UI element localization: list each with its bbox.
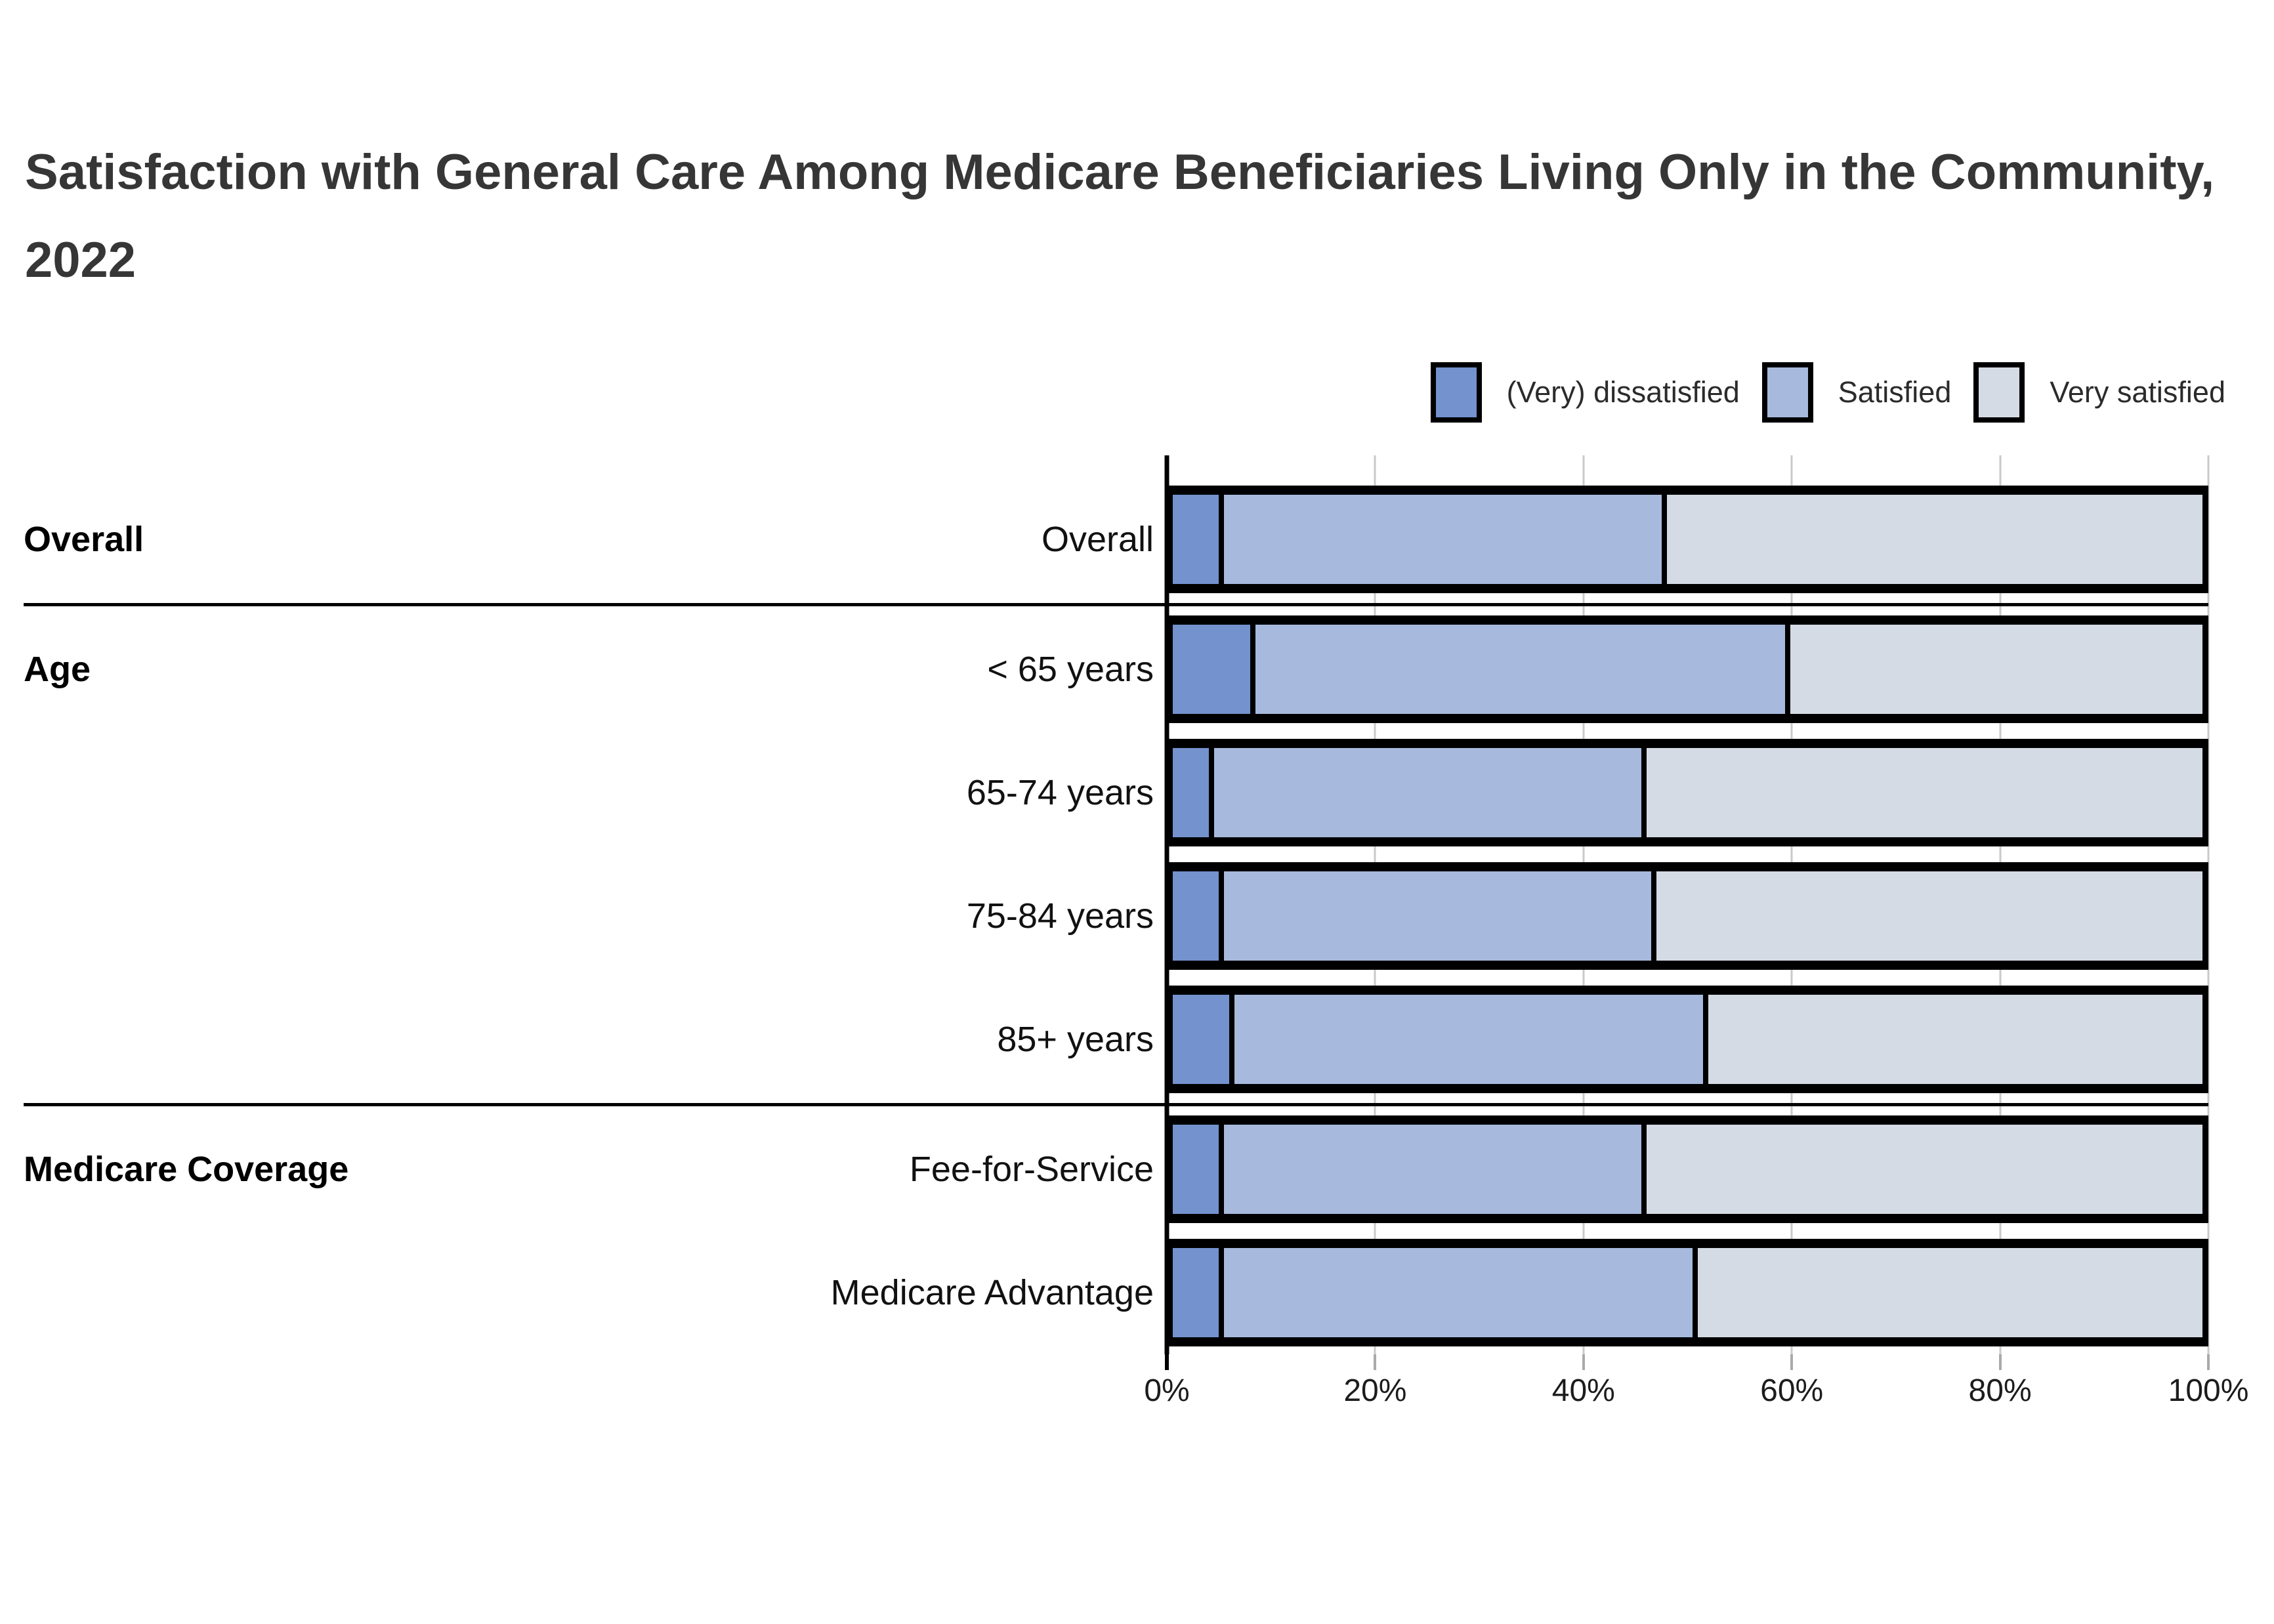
group-label-cell: Overall — [24, 519, 417, 560]
bar-segment — [1646, 1125, 2202, 1214]
legend-label: Very satisfied — [2050, 375, 2225, 409]
stacked-bar — [1167, 1115, 2208, 1223]
axis-spacer — [24, 1354, 1167, 1413]
row-label: < 65 years — [987, 650, 1154, 689]
bar-segment — [1173, 625, 1255, 714]
legend-item: (Very) dissatisfied — [1430, 362, 1740, 423]
bar-cell — [1167, 486, 2208, 593]
bar-segment — [1646, 748, 2202, 837]
table-row: Overall Overall — [24, 478, 2208, 601]
bar-segment — [1213, 748, 1647, 837]
group-label-cell: Medicare Coverage — [24, 1149, 417, 1190]
bar-segment — [1667, 495, 2202, 584]
bar-segment — [1173, 995, 1235, 1084]
bar-segment — [1224, 1125, 1647, 1214]
row-label: Fee-for-Service — [909, 1150, 1154, 1189]
table-row: 75-84 years — [24, 854, 2208, 978]
axis-tick — [2207, 1354, 2210, 1370]
bar-segment — [1790, 625, 2202, 714]
bar-segment — [1173, 871, 1225, 961]
legend-label: Satisfied — [1838, 375, 1952, 409]
bar-segment — [1173, 748, 1214, 837]
axis-tick-label: 20% — [1343, 1373, 1407, 1408]
group-separator-line — [24, 1102, 2208, 1106]
legend: (Very) dissatisfied Satisfied Very satisfi… — [1430, 362, 2225, 423]
row-label: Medicare Advantage — [830, 1273, 1154, 1312]
row-label: 65-74 years — [966, 773, 1154, 812]
axis-tick-label: 0% — [1144, 1373, 1190, 1408]
stacked-bar-chart: Overall Overall Age < 65 years 65-74 years 75… — [24, 455, 2248, 1413]
table-row: Medicare Advantage — [24, 1231, 2208, 1354]
group-separator-line — [24, 602, 2208, 606]
table-row: 65-74 years — [24, 731, 2208, 854]
legend-swatch — [1973, 362, 2025, 423]
axis-tick — [1374, 1354, 1377, 1370]
legend-swatch — [1761, 362, 1813, 423]
bar-cell — [1167, 986, 2208, 1093]
stacked-bar — [1167, 739, 2208, 846]
group-label-cell: Age — [24, 649, 417, 690]
bar-cell — [1167, 1239, 2208, 1346]
group-separator — [24, 1101, 2208, 1108]
stacked-bar — [1167, 1239, 2208, 1346]
axis-tick — [1790, 1354, 1794, 1370]
row-label: 85+ years — [997, 1020, 1154, 1059]
bar-segment — [1173, 1248, 1225, 1337]
axis-tick-label: 60% — [1760, 1373, 1824, 1408]
page-title: Satisfaction with General Care Among Med… — [25, 144, 2215, 288]
bar-segment — [1173, 1125, 1225, 1214]
bar-cell — [1167, 739, 2208, 846]
group-label: Overall — [24, 520, 144, 559]
row-label: Overall — [1041, 520, 1154, 559]
chart-rows: Overall Overall Age < 65 years 65-74 years 75… — [24, 478, 2208, 1354]
legend-item: Satisfied — [1761, 362, 1952, 423]
legend-label: (Very) dissatisfied — [1506, 375, 1740, 409]
bar-segment — [1708, 995, 2202, 1084]
legend-item: Very satisfied — [1973, 362, 2225, 423]
table-row: Medicare Coverage Fee-for-Service — [24, 1108, 2208, 1231]
bar-segment — [1224, 495, 1668, 584]
group-label: Age — [24, 650, 91, 689]
stacked-bar — [1167, 615, 2208, 723]
bar-cell — [1167, 1115, 2208, 1223]
bar-cell — [1167, 615, 2208, 723]
bar-cell — [1167, 862, 2208, 970]
axis-tick — [1582, 1354, 1585, 1370]
legend-swatch — [1430, 362, 1482, 423]
bar-segment — [1656, 871, 2202, 961]
axis-tick-label: 40% — [1551, 1373, 1615, 1408]
bar-segment — [1255, 625, 1791, 714]
bar-segment — [1224, 1248, 1698, 1337]
axis-tick-label: 80% — [1968, 1373, 2032, 1408]
x-axis: 0% 20% 40% 60% 80% 100% — [24, 1354, 2248, 1413]
table-row: 85+ years — [24, 978, 2208, 1101]
table-row: Age < 65 years — [24, 608, 2208, 731]
axis-tick-label: 100% — [2168, 1373, 2249, 1408]
stacked-bar — [1167, 862, 2208, 970]
axis-tick — [1998, 1354, 2002, 1370]
bar-segment — [1173, 495, 1225, 584]
bar-segment — [1224, 871, 1657, 961]
stacked-bar — [1167, 486, 2208, 593]
axis-ticks: 0% 20% 40% 60% 80% 100% — [1144, 1354, 2248, 1413]
bar-segment — [1234, 995, 1708, 1084]
group-label: Medicare Coverage — [24, 1150, 349, 1189]
row-label: 75-84 years — [966, 896, 1154, 936]
stacked-bar — [1167, 986, 2208, 1093]
axis-tick — [1165, 1354, 1169, 1370]
bar-segment — [1698, 1248, 2202, 1337]
group-separator — [24, 601, 2208, 608]
